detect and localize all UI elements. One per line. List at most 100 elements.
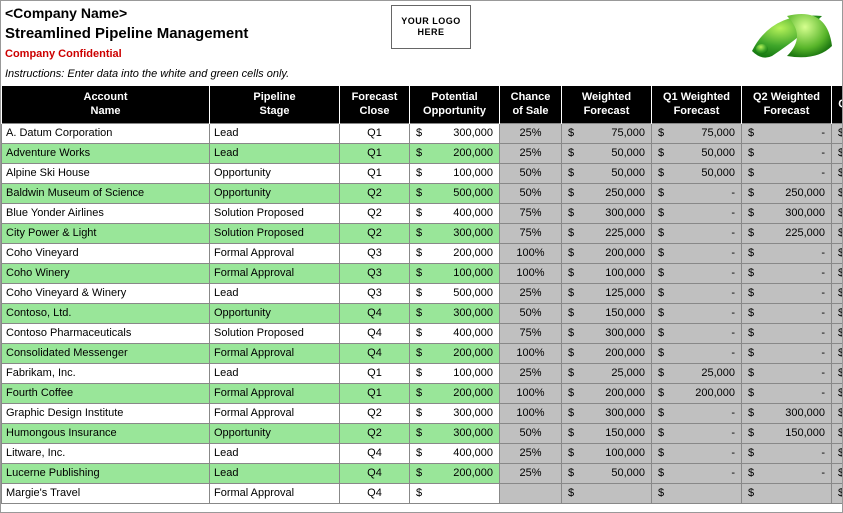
- cell-stage[interactable]: Lead: [210, 143, 340, 163]
- cell-account[interactable]: Coho Vineyard: [2, 243, 210, 263]
- table-row: Fabrikam, Inc.LeadQ1$100,00025%$25,000$2…: [2, 363, 843, 383]
- cell-opportunity[interactable]: $300,000: [410, 223, 500, 243]
- logo-placeholder[interactable]: YOUR LOGO HERE: [391, 5, 471, 49]
- cell-close[interactable]: Q4: [340, 303, 410, 323]
- cell-account[interactable]: Blue Yonder Airlines: [2, 203, 210, 223]
- cell-opportunity[interactable]: $100,000: [410, 363, 500, 383]
- cell-opportunity[interactable]: $300,000: [410, 403, 500, 423]
- cell-weighted: $50,000: [562, 463, 652, 483]
- cell-account[interactable]: Humongous Insurance: [2, 423, 210, 443]
- cell-close[interactable]: Q4: [340, 443, 410, 463]
- cell-close[interactable]: Q4: [340, 323, 410, 343]
- cell-close[interactable]: Q2: [340, 183, 410, 203]
- cell-opportunity[interactable]: $500,000: [410, 183, 500, 203]
- cell-stage[interactable]: Formal Approval: [210, 483, 340, 503]
- cell-stage[interactable]: Formal Approval: [210, 243, 340, 263]
- pipeline-table: Account Name Pipeline Stage Forecast Clo…: [1, 86, 843, 504]
- cell-opportunity[interactable]: $200,000: [410, 463, 500, 483]
- cell-q1: $50,000: [652, 163, 742, 183]
- cell-close[interactable]: Q1: [340, 383, 410, 403]
- cell-close[interactable]: Q2: [340, 223, 410, 243]
- cell-account[interactable]: Coho Winery: [2, 263, 210, 283]
- col-header-q1[interactable]: Q1 Weighted Forecast: [652, 86, 742, 123]
- cell-opportunity[interactable]: $400,000: [410, 323, 500, 343]
- cell-close[interactable]: Q2: [340, 403, 410, 423]
- cell-stage[interactable]: Solution Proposed: [210, 203, 340, 223]
- cell-close[interactable]: Q3: [340, 243, 410, 263]
- cell-stage[interactable]: Lead: [210, 123, 340, 143]
- cell-close[interactable]: Q1: [340, 143, 410, 163]
- col-header-opportunity[interactable]: Potential Opportunity: [410, 86, 500, 123]
- cell-close[interactable]: Q3: [340, 283, 410, 303]
- cell-account[interactable]: City Power & Light: [2, 223, 210, 243]
- cell-account[interactable]: Baldwin Museum of Science: [2, 183, 210, 203]
- cell-q1: $-: [652, 403, 742, 423]
- cell-opportunity[interactable]: $200,000: [410, 343, 500, 363]
- cell-q3partial: $: [832, 143, 843, 163]
- cell-chance: 100%: [500, 243, 562, 263]
- cell-close[interactable]: Q4: [340, 483, 410, 503]
- col-header-chance[interactable]: Chance of Sale: [500, 86, 562, 123]
- col-header-q3partial[interactable]: Q: [832, 86, 843, 123]
- cell-opportunity[interactable]: $300,000: [410, 423, 500, 443]
- cell-account[interactable]: Contoso Pharmaceuticals: [2, 323, 210, 343]
- col-header-stage[interactable]: Pipeline Stage: [210, 86, 340, 123]
- cell-close[interactable]: Q3: [340, 263, 410, 283]
- cell-opportunity[interactable]: $300,000: [410, 303, 500, 323]
- cell-opportunity[interactable]: $400,000: [410, 443, 500, 463]
- cell-opportunity[interactable]: $: [410, 483, 500, 503]
- cell-stage[interactable]: Formal Approval: [210, 383, 340, 403]
- cell-stage[interactable]: Lead: [210, 363, 340, 383]
- cell-opportunity[interactable]: $100,000: [410, 163, 500, 183]
- cell-opportunity[interactable]: $200,000: [410, 243, 500, 263]
- cell-stage[interactable]: Lead: [210, 283, 340, 303]
- cell-chance: 100%: [500, 383, 562, 403]
- cell-opportunity[interactable]: $100,000: [410, 263, 500, 283]
- cell-stage[interactable]: Lead: [210, 443, 340, 463]
- cell-opportunity[interactable]: $300,000: [410, 123, 500, 143]
- cell-opportunity[interactable]: $200,000: [410, 143, 500, 163]
- cell-stage[interactable]: Formal Approval: [210, 263, 340, 283]
- cell-account[interactable]: Adventure Works: [2, 143, 210, 163]
- cell-opportunity[interactable]: $500,000: [410, 283, 500, 303]
- cell-opportunity[interactable]: $400,000: [410, 203, 500, 223]
- cell-weighted: $50,000: [562, 163, 652, 183]
- cell-q3partial: $: [832, 423, 843, 443]
- cell-account[interactable]: Margie's Travel: [2, 483, 210, 503]
- cell-stage[interactable]: Solution Proposed: [210, 323, 340, 343]
- cell-stage[interactable]: Formal Approval: [210, 403, 340, 423]
- cell-close[interactable]: Q4: [340, 463, 410, 483]
- cell-stage[interactable]: Opportunity: [210, 303, 340, 323]
- cell-close[interactable]: Q4: [340, 343, 410, 363]
- cell-account[interactable]: Contoso, Ltd.: [2, 303, 210, 323]
- col-header-weighted[interactable]: Weighted Forecast: [562, 86, 652, 123]
- cell-account[interactable]: Fourth Coffee: [2, 383, 210, 403]
- cell-stage[interactable]: Opportunity: [210, 183, 340, 203]
- cell-close[interactable]: Q2: [340, 423, 410, 443]
- cell-account[interactable]: Fabrikam, Inc.: [2, 363, 210, 383]
- cell-weighted: $300,000: [562, 203, 652, 223]
- cell-stage[interactable]: Formal Approval: [210, 343, 340, 363]
- cell-stage[interactable]: Opportunity: [210, 163, 340, 183]
- cell-account[interactable]: A. Datum Corporation: [2, 123, 210, 143]
- col-header-close[interactable]: Forecast Close: [340, 86, 410, 123]
- cell-q1: $-: [652, 243, 742, 263]
- cell-account[interactable]: Consolidated Messenger: [2, 343, 210, 363]
- cell-account[interactable]: Litware, Inc.: [2, 443, 210, 463]
- cell-close[interactable]: Q1: [340, 363, 410, 383]
- cell-close[interactable]: Q1: [340, 163, 410, 183]
- cell-opportunity[interactable]: $200,000: [410, 383, 500, 403]
- cell-stage[interactable]: Solution Proposed: [210, 223, 340, 243]
- col-header-q2[interactable]: Q2 Weighted Forecast: [742, 86, 832, 123]
- cell-close[interactable]: Q2: [340, 203, 410, 223]
- cell-account[interactable]: Lucerne Publishing: [2, 463, 210, 483]
- cell-stage[interactable]: Lead: [210, 463, 340, 483]
- cell-account[interactable]: Graphic Design Institute: [2, 403, 210, 423]
- cell-q3partial: $: [832, 363, 843, 383]
- cell-close[interactable]: Q1: [340, 123, 410, 143]
- cell-account[interactable]: Alpine Ski House: [2, 163, 210, 183]
- cell-account[interactable]: Coho Vineyard & Winery: [2, 283, 210, 303]
- col-header-account[interactable]: Account Name: [2, 86, 210, 123]
- table-row: Humongous InsuranceOpportunityQ2$300,000…: [2, 423, 843, 443]
- cell-stage[interactable]: Opportunity: [210, 423, 340, 443]
